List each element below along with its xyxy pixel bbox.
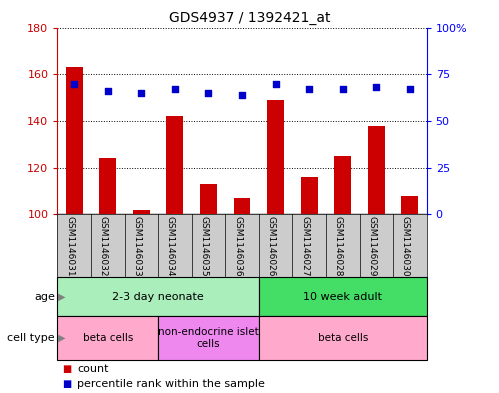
Text: GSM1146033: GSM1146033: [132, 216, 141, 277]
Text: GSM1146028: GSM1146028: [334, 216, 343, 277]
Text: 10 week adult: 10 week adult: [303, 292, 382, 302]
Text: beta cells: beta cells: [82, 333, 133, 343]
Text: GSM1146032: GSM1146032: [99, 216, 108, 277]
Bar: [66, 67, 82, 214]
Text: 2-3 day neonate: 2-3 day neonate: [112, 292, 204, 302]
Point: [305, 86, 313, 92]
Text: GSM1146034: GSM1146034: [166, 216, 175, 277]
Bar: [167, 116, 183, 214]
Point: [271, 80, 279, 86]
Text: percentile rank within the sample: percentile rank within the sample: [77, 379, 265, 389]
Text: age: age: [34, 292, 55, 302]
Text: beta cells: beta cells: [317, 333, 368, 343]
Point: [339, 86, 347, 92]
Text: ▶: ▶: [58, 292, 66, 302]
Bar: [334, 156, 351, 214]
Bar: [267, 100, 284, 214]
Text: GSM1146027: GSM1146027: [300, 216, 309, 277]
Text: ■: ■: [62, 364, 72, 375]
Text: GSM1146031: GSM1146031: [65, 216, 74, 277]
Bar: [402, 195, 418, 214]
Bar: [57, 277, 259, 316]
Text: non-endocrine islet
cells: non-endocrine islet cells: [158, 327, 259, 349]
Text: GSM1146030: GSM1146030: [401, 216, 410, 277]
Point: [205, 90, 213, 96]
Point: [372, 84, 380, 90]
Bar: [158, 316, 259, 360]
Bar: [57, 316, 158, 360]
Text: count: count: [77, 364, 109, 375]
Text: GDS4937 / 1392421_at: GDS4937 / 1392421_at: [169, 11, 330, 25]
Bar: [301, 177, 317, 214]
Text: GSM1146035: GSM1146035: [200, 216, 209, 277]
Text: cell type: cell type: [7, 333, 55, 343]
Bar: [99, 158, 116, 214]
Point: [238, 92, 246, 98]
Point: [171, 86, 179, 92]
Point: [104, 88, 112, 94]
Bar: [200, 184, 217, 214]
Text: GSM1146036: GSM1146036: [233, 216, 242, 277]
Bar: [234, 198, 250, 214]
Text: ■: ■: [62, 379, 72, 389]
Bar: [368, 125, 385, 214]
Text: GSM1146026: GSM1146026: [266, 216, 275, 277]
Text: ▶: ▶: [58, 333, 66, 343]
Point: [70, 80, 78, 86]
Bar: [259, 316, 427, 360]
Point: [137, 90, 145, 96]
Text: GSM1146029: GSM1146029: [367, 216, 376, 277]
Bar: [133, 209, 150, 214]
Point: [406, 86, 414, 92]
Bar: [259, 277, 427, 316]
